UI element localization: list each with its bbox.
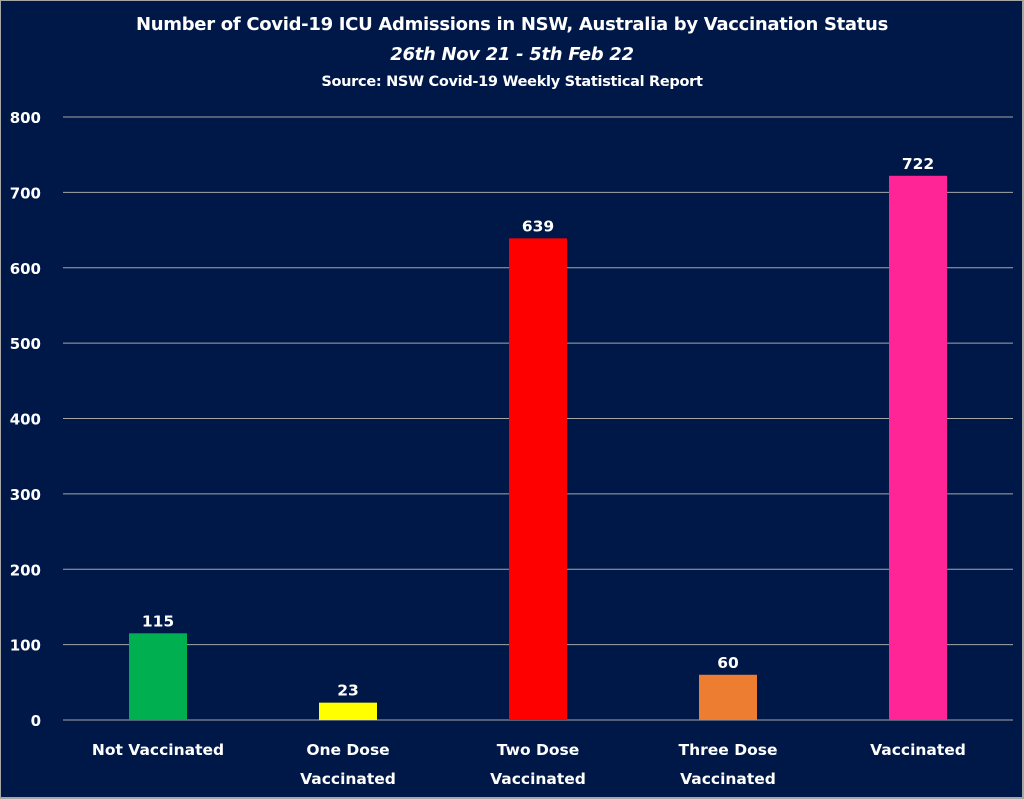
- data-label: 722: [902, 155, 934, 173]
- data-label: 60: [717, 654, 739, 672]
- y-tick-label: 300: [10, 486, 41, 504]
- x-tick-label: Three Dose: [679, 741, 778, 759]
- bar: [889, 175, 947, 721]
- bars: [129, 175, 947, 721]
- x-tick-label: Not Vaccinated: [92, 741, 224, 759]
- chart-source: Source: NSW Covid-19 Weekly Statistical …: [321, 74, 703, 90]
- y-tick-label: 700: [10, 184, 41, 202]
- data-label: 115: [142, 612, 174, 630]
- y-tick-label: 400: [10, 411, 41, 429]
- data-label: 639: [522, 217, 554, 235]
- bar: [509, 238, 567, 720]
- y-axis-ticks: 0 100 200 300 400 500 600 700 800: [10, 109, 41, 730]
- bar: [699, 674, 757, 720]
- bar: [319, 702, 377, 720]
- x-axis-labels: Not Vaccinated One Dose Vaccinated Two Dose…: [92, 741, 966, 788]
- x-tick-label: Two Dose: [497, 741, 580, 759]
- x-tick-label: Vaccinated: [680, 770, 776, 788]
- chart-subtitle: 26th Nov 21 - 5th Feb 22: [390, 44, 634, 65]
- data-labels: 115 23 639 60 722: [142, 155, 934, 700]
- y-tick-label: 600: [10, 260, 41, 278]
- data-label: 23: [337, 682, 359, 700]
- y-tick-label: 100: [10, 637, 41, 655]
- y-tick-label: 0: [31, 712, 41, 730]
- x-tick-label: Vaccinated: [870, 741, 966, 759]
- x-tick-label: Vaccinated: [490, 770, 586, 788]
- x-tick-label: One Dose: [306, 741, 389, 759]
- x-tick-label: Vaccinated: [300, 770, 396, 788]
- bar: [129, 633, 187, 720]
- chart-title: Number of Covid-19 ICU Admissions in NSW…: [135, 14, 888, 35]
- y-tick-label: 800: [10, 109, 41, 127]
- y-tick-label: 200: [10, 561, 41, 579]
- y-tick-label: 500: [10, 335, 41, 353]
